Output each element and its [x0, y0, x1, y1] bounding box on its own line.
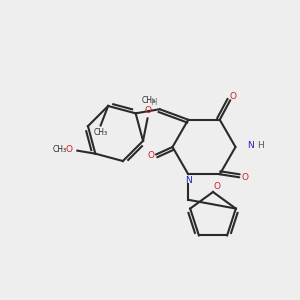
- Text: O: O: [241, 173, 248, 182]
- Text: CH₃: CH₃: [142, 97, 156, 106]
- Text: O: O: [145, 106, 152, 116]
- Text: N: N: [185, 176, 192, 185]
- Text: O: O: [147, 152, 154, 160]
- Text: O: O: [66, 145, 73, 154]
- Text: H: H: [150, 98, 156, 107]
- Text: CH₃: CH₃: [52, 145, 66, 154]
- Text: N: N: [247, 141, 254, 150]
- Text: O: O: [213, 182, 220, 191]
- Text: CH₃: CH₃: [94, 128, 108, 136]
- Text: H: H: [257, 141, 264, 150]
- Text: O: O: [229, 92, 236, 101]
